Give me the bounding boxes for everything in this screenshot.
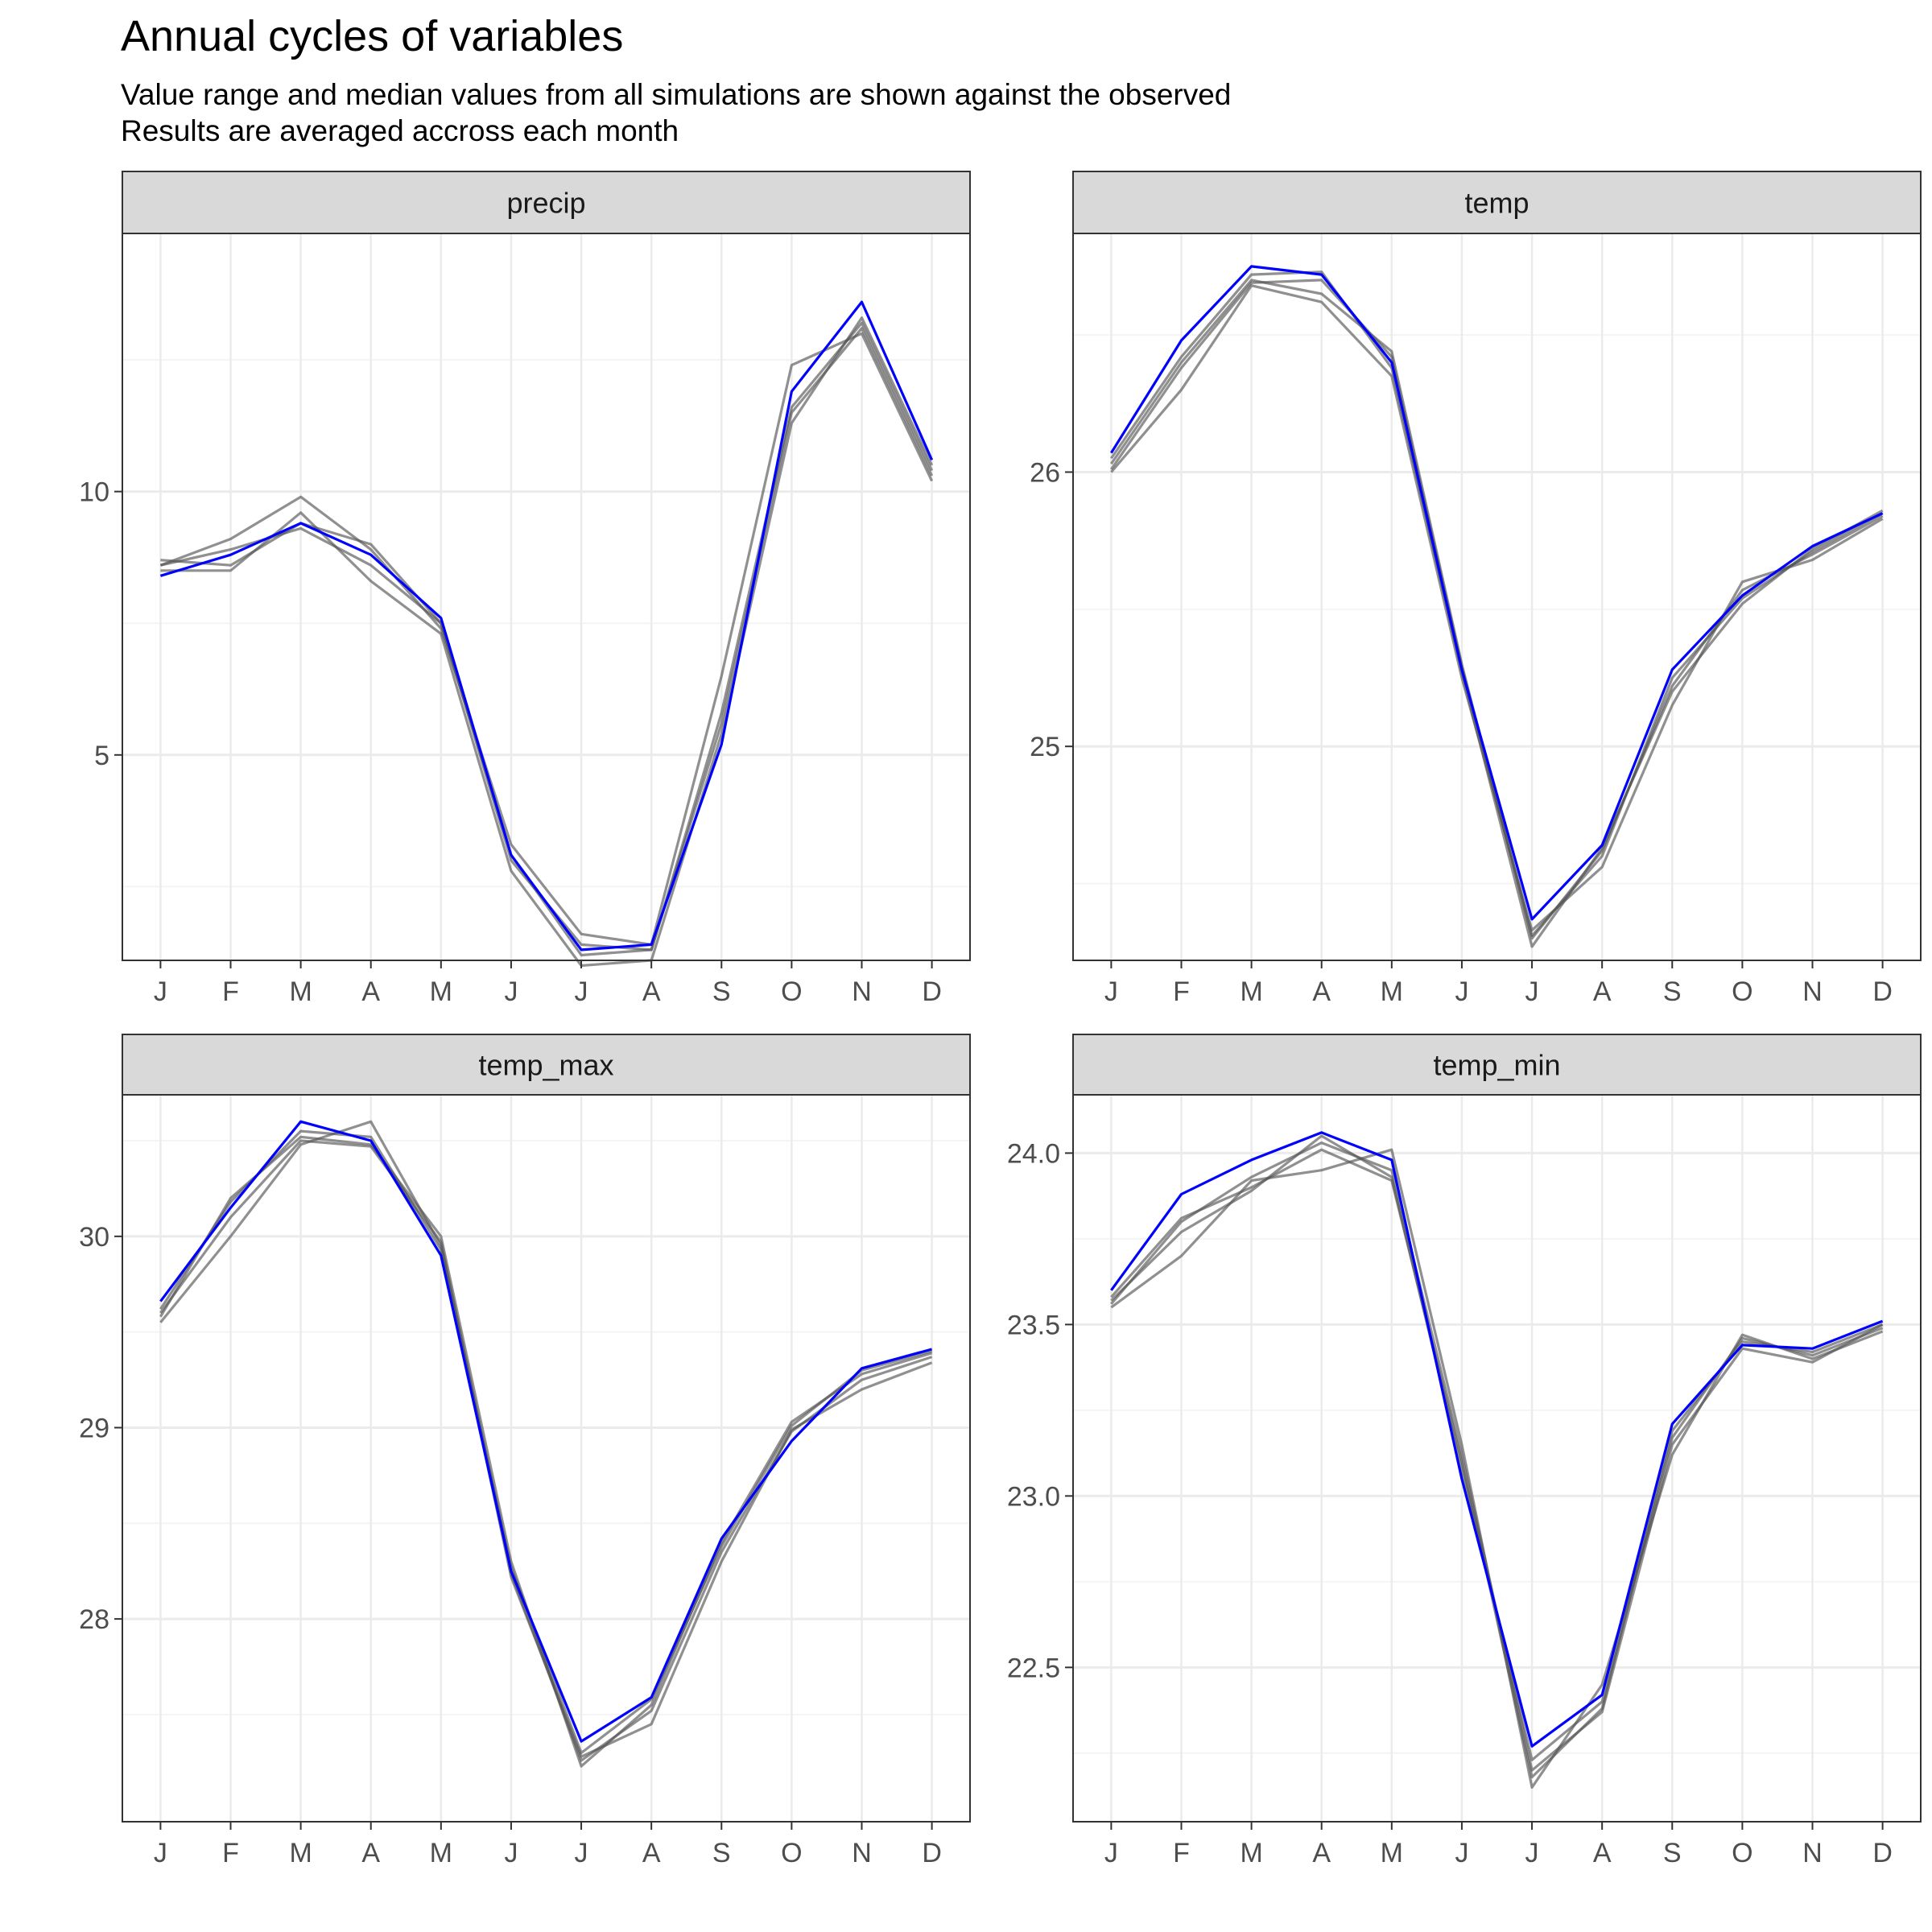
simulation-series-line [1110,279,1884,937]
x-tick-label: A [361,976,380,1007]
x-tick-label: A [1593,1838,1612,1868]
x-tick-label: N [1802,1838,1823,1868]
y-tick-label: 23.5 [1007,1310,1060,1340]
chart-subtitle-line-2: Results are averaged accross each month [121,114,679,147]
facet-strip-label: temp [1464,187,1529,220]
simulation-series-line [159,332,934,947]
facet-strip-label: temp_max [478,1049,613,1082]
facet-strip [122,171,971,234]
observed-series-line [159,1120,933,1743]
x-tick-label: N [852,1838,872,1868]
observed-series-line [159,300,934,952]
x-tick-label: J [1104,1838,1118,1868]
panel-temp: temp 25 26 J F M A M J J A S O N D [1030,171,1922,1007]
observed-series-line [1110,265,1884,921]
x-tick-label: J [575,1838,588,1868]
facet-strip-label: precip [506,187,585,220]
x-tick-label: J [575,976,588,1007]
plot-background [122,233,970,960]
y-tick-label: 5 [94,741,109,771]
x-tick-label: D [1872,1838,1893,1868]
x-tick-label: M [430,1838,452,1868]
plot-background [122,1095,970,1822]
x-tick-label: M [1381,976,1403,1007]
x-tick-label: J [1525,976,1539,1007]
x-tick-label: J [1455,976,1468,1007]
x-tick-label: O [781,1838,802,1868]
x-tick-label: F [222,976,239,1007]
x-tick-label: F [1173,1838,1190,1868]
x-tick-label: J [1525,1838,1539,1868]
x-tick-label: J [504,976,518,1007]
x-tick-label: D [922,1838,942,1868]
y-tick-label: 23.0 [1007,1481,1060,1512]
x-tick-label: A [361,1838,380,1868]
x-tick-label: S [1663,976,1682,1007]
y-tick-label: 28 [79,1604,109,1635]
facet-strip [1072,1034,1922,1096]
facet-strip-label: temp_min [1433,1049,1560,1082]
x-tick-label: S [712,976,731,1007]
x-tick-label: O [781,976,802,1007]
y-tick-label: 22.5 [1007,1653,1060,1683]
x-tick-label: A [1312,1838,1331,1868]
y-tick-label: 24.0 [1007,1138,1060,1169]
simulation-series-line [160,321,934,957]
observed-series-line [1110,1131,1884,1748]
y-tick-label: 10 [79,477,109,508]
x-tick-label: J [154,1838,167,1868]
x-tick-label: S [712,1838,731,1868]
x-tick-label: A [1593,976,1612,1007]
panel-temp-min: temp_min 22.5 23.0 23.5 24.0 J F M A M J J A S O N D [1007,1034,1922,1868]
x-tick-label: J [504,1838,518,1868]
x-tick-label: M [289,976,312,1007]
x-tick-label: M [1240,1838,1262,1868]
x-tick-label: A [1312,976,1331,1007]
x-tick-label: M [289,1838,312,1868]
x-tick-label: O [1732,1838,1752,1868]
x-tick-label: J [154,976,167,1007]
x-tick-label: A [642,976,661,1007]
x-tick-label: F [1173,976,1190,1007]
panel-temp-max: temp_max 28 29 30 J F M A M J J A S O N D [79,1034,971,1868]
y-tick-label: 30 [79,1222,109,1253]
x-tick-label: J [1104,976,1118,1007]
x-tick-label: O [1732,976,1752,1007]
x-tick-label: F [222,1838,239,1868]
facet-strip [122,1034,971,1096]
x-tick-label: M [1381,1838,1403,1868]
chart-subtitle-line-1: Value range and median values from all s… [121,78,1232,111]
y-tick-label: 29 [79,1413,109,1443]
x-tick-label: J [1455,1838,1468,1868]
x-tick-label: S [1663,1838,1682,1868]
x-tick-label: D [1872,976,1893,1007]
simulation-series-line [159,1139,933,1762]
x-tick-label: N [852,976,872,1007]
x-tick-label: N [1802,976,1823,1007]
chart-title: Annual cycles of variables [121,12,624,60]
plot-background [1073,1095,1921,1822]
y-tick-label: 25 [1030,732,1060,762]
y-tick-label: 26 [1030,457,1060,488]
x-tick-label: M [430,976,452,1007]
x-tick-label: D [922,976,942,1007]
panel-precip: precip 5 10 J F M A M J J A S O N D [79,171,971,1007]
simulation-series-line [160,316,934,968]
plot-background [1073,233,1921,960]
x-tick-label: M [1240,976,1262,1007]
simulation-series-line [1110,270,1884,948]
facet-strip [1072,171,1922,234]
x-tick-label: A [642,1838,661,1868]
simulation-series-line [159,1129,933,1755]
